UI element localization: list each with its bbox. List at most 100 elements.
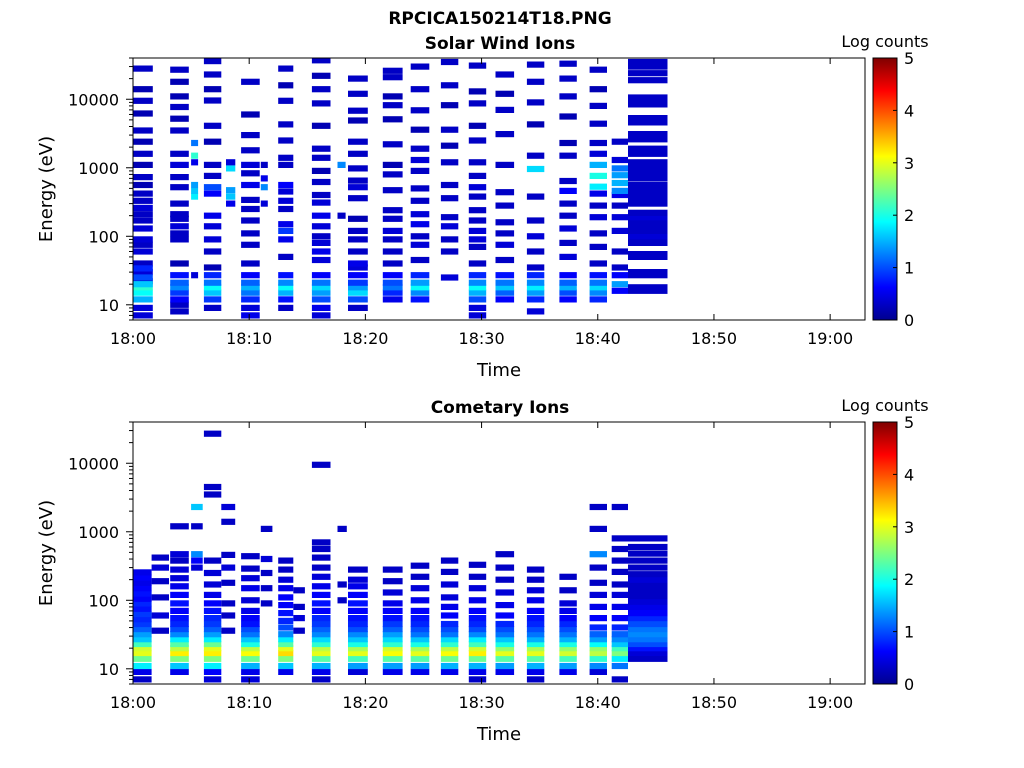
- heatmap-cell: [133, 569, 152, 576]
- heatmap-cell: [133, 97, 153, 104]
- heatmap-cell: [203, 58, 222, 65]
- heatmap-cell: [628, 195, 668, 203]
- heatmap-cell: [526, 284, 545, 291]
- heatmap-cell: [589, 86, 607, 93]
- heatmap-cell: [410, 126, 430, 133]
- heatmap-cell: [348, 649, 368, 657]
- heatmap-cell: [226, 200, 236, 207]
- heatmap-cell: [559, 655, 577, 662]
- heatmap-cell: [440, 159, 459, 166]
- heatmap-cell: [495, 668, 515, 675]
- y-tick-label: 1000: [78, 523, 119, 542]
- heatmap-cell: [628, 190, 668, 197]
- heatmap-cell: [133, 241, 153, 248]
- heatmap-cell: [495, 589, 515, 596]
- heatmap-cell: [611, 603, 628, 610]
- heatmap-cell: [628, 655, 668, 662]
- heatmap-cell: [628, 535, 668, 542]
- heatmap-cell: [170, 93, 189, 100]
- heatmap-cell: [410, 241, 430, 248]
- heatmap-cell: [133, 150, 153, 157]
- heatmap-cell: [170, 223, 189, 230]
- heatmap-cell: [468, 227, 487, 234]
- heatmap-cell: [278, 566, 294, 573]
- heatmap-cell: [628, 214, 668, 221]
- x-tick-label: 18:40: [575, 329, 621, 348]
- heatmap-cell: [170, 591, 189, 598]
- heatmap-cell: [628, 269, 668, 276]
- heatmap-cell: [628, 77, 668, 84]
- heatmap-cell: [170, 215, 189, 222]
- heatmap-cell: [348, 165, 368, 172]
- heatmap-cell: [611, 557, 628, 564]
- heatmap-cell: [203, 248, 222, 255]
- heatmap-cell: [468, 312, 487, 319]
- heatmap-cell: [203, 430, 222, 437]
- heatmap-cell: [410, 296, 430, 303]
- heatmap-cell: [203, 172, 222, 179]
- heatmap-cell: [191, 181, 199, 189]
- plot-frame: [132, 57, 866, 321]
- x-tick-label: 18:00: [110, 329, 156, 348]
- colorbar: [872, 421, 898, 685]
- heatmap-cell: [628, 615, 668, 622]
- heatmap-cell: [495, 289, 515, 296]
- heatmap-cell: [628, 170, 668, 177]
- x-tick-label: 18:50: [691, 693, 737, 712]
- heatmap-cell: [611, 624, 628, 631]
- heatmap-cell: [628, 239, 668, 246]
- heatmap-cell: [382, 161, 403, 168]
- heatmap-cell: [468, 640, 487, 648]
- heatmap-cell: [170, 620, 189, 628]
- heatmap-cell: [495, 131, 515, 138]
- heatmap-cell: [440, 649, 459, 657]
- heatmap-cell: [133, 289, 153, 296]
- heatmap-cell: [226, 187, 236, 194]
- heatmap-cell: [382, 279, 403, 286]
- heatmap-cell: [410, 185, 430, 192]
- heatmap-cell: [241, 620, 260, 628]
- heatmap-cell: [348, 248, 368, 255]
- heatmap-cell: [133, 174, 153, 181]
- heatmap-cell: [311, 167, 331, 174]
- heatmap-cell: [170, 301, 189, 308]
- heatmap-cell: [611, 248, 628, 255]
- heatmap-cell: [260, 184, 268, 191]
- heatmap-cell: [628, 576, 668, 583]
- heatmap-cell: [589, 296, 607, 303]
- heatmap-cell: [440, 126, 459, 133]
- heatmap-cell: [559, 284, 577, 291]
- heatmap-cell: [170, 615, 189, 622]
- heatmap-cell: [440, 274, 459, 281]
- heatmap-cell: [611, 156, 628, 164]
- heatmap-cell: [133, 676, 152, 683]
- heatmap-cell: [311, 212, 331, 219]
- heatmap-cell: [589, 120, 607, 127]
- heatmap-cell: [382, 260, 403, 267]
- heatmap-cell: [278, 617, 294, 624]
- heatmap-cell: [203, 591, 222, 598]
- colorbar-tick-label: 5: [904, 413, 914, 432]
- heatmap-cell: [559, 640, 577, 648]
- heatmap-cell: [559, 139, 577, 147]
- heatmap-cell: [526, 248, 545, 255]
- heatmap-cell: [241, 260, 260, 267]
- heatmap-cell: [589, 655, 607, 662]
- heatmap-cell: [495, 279, 515, 286]
- heatmap-cell: [495, 219, 515, 226]
- heatmap-cell: [348, 615, 368, 622]
- heatmap-cell: [589, 172, 607, 179]
- heatmap-cell: [382, 578, 403, 585]
- heatmap-cell: [628, 557, 668, 564]
- heatmap-cell: [611, 649, 628, 657]
- heatmap-cell: [611, 676, 628, 683]
- heatmap-cell: [468, 676, 487, 683]
- heatmap-cell: [526, 308, 545, 315]
- heatmap-cell: [133, 585, 152, 592]
- heatmap-cell: [311, 539, 331, 546]
- heatmap-cell: [495, 655, 515, 662]
- heatmap-cell: [628, 63, 668, 70]
- heatmap-cell: [526, 636, 545, 643]
- heatmap-cell: [170, 631, 189, 638]
- heatmap-cell: [133, 225, 153, 232]
